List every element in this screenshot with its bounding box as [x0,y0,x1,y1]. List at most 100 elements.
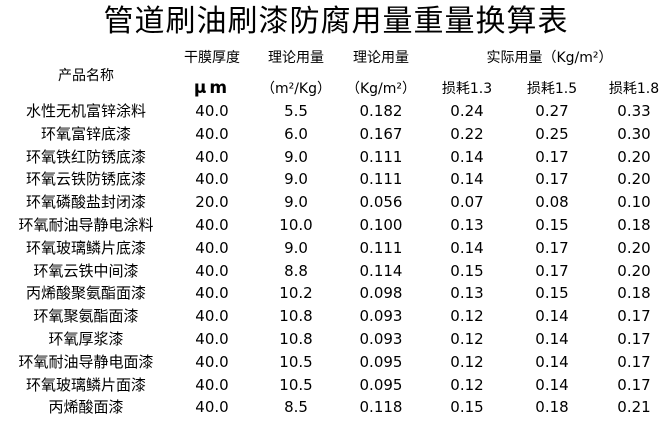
cell-loss-1-8: 0.30 [617,124,651,143]
cell-loss-1-3: 0.13 [450,284,484,303]
cell-theoretical-weight: 0.111 [359,170,403,189]
table-row: 环氧厚浆漆 40.0 10.8 0.093 0.12 0.14 0.17 [0,328,672,351]
cell-loss-1-3: 0.12 [450,375,484,394]
table-row: 环氧耐油导静电涂料 40.0 10.0 0.100 0.13 0.15 0.18 [0,214,672,237]
cell-loss-1-5: 0.17 [535,261,569,280]
cell-loss-1-5: 0.17 [535,238,569,257]
cell-product-name: 环氧耐油导静电涂料 [18,215,154,234]
cell-theoretical-area: 10.0 [279,215,313,234]
header-dry-film-unit: μm [193,78,231,98]
cell-product-name: 环氧富锌底漆 [40,124,131,143]
cell-loss-1-3: 0.14 [450,170,484,189]
table-row: 环氧玻璃鳞片面漆 40.0 10.5 0.095 0.12 0.14 0.17 [0,374,672,397]
cell-loss-1-8: 0.10 [617,193,651,212]
cell-theoretical-area: 10.8 [279,307,313,326]
cell-theoretical-weight: 0.093 [359,329,403,348]
header-actual-usage: 实际用量（Kg/m²） [486,50,613,66]
table-row: 环氧云铁中间漆 40.0 8.8 0.114 0.15 0.17 0.20 [0,260,672,283]
cell-loss-1-3: 0.22 [450,124,484,143]
cell-theoretical-area: 9.0 [284,238,308,257]
cell-theoretical-area: 9.0 [284,193,308,212]
table-row: 丙烯酸面漆 40.0 8.5 0.118 0.15 0.18 0.21 [0,396,672,419]
cell-thickness: 40.0 [195,238,229,257]
cell-loss-1-5: 0.18 [535,398,569,417]
cell-loss-1-8: 0.20 [617,238,651,257]
header-theoretical-area: 理论用量 [268,50,324,66]
cell-product-name: 环氧云铁防锈底漆 [25,170,146,189]
table-row: 环氧富锌底漆 40.0 6.0 0.167 0.22 0.25 0.30 [0,123,672,146]
cell-thickness: 40.0 [195,329,229,348]
table-row: 环氧云铁防锈底漆 40.0 9.0 0.111 0.14 0.17 0.20 [0,168,672,191]
cell-product-name: 环氧磷酸盐封闭漆 [25,193,146,212]
cell-theoretical-area: 9.0 [284,147,308,166]
cell-theoretical-weight: 0.093 [359,307,403,326]
cell-loss-1-5: 0.17 [535,147,569,166]
cell-product-name: 环氧厚浆漆 [48,329,124,348]
cell-theoretical-area: 10.8 [279,329,313,348]
table-row: 环氧聚氨酯面漆 40.0 10.8 0.093 0.12 0.14 0.17 [0,305,672,328]
header-theoretical-area-unit: （m²/Kg） [260,81,332,97]
header-loss-1-3: 损耗1.3 [441,81,493,97]
cell-thickness: 40.0 [195,307,229,326]
cell-thickness: 40.0 [195,398,229,417]
table-row: 环氧磷酸盐封闭漆 20.0 9.0 0.056 0.07 0.08 0.10 [0,191,672,214]
cell-theoretical-area: 9.0 [284,170,308,189]
header-product-name: 产品名称 [58,68,114,84]
cell-loss-1-3: 0.14 [450,238,484,257]
cell-theoretical-weight: 0.167 [359,124,403,143]
cell-thickness: 40.0 [195,375,229,394]
cell-theoretical-area: 10.5 [279,352,313,371]
cell-loss-1-8: 0.18 [617,284,651,303]
cell-loss-1-8: 0.17 [617,329,651,348]
cell-loss-1-8: 0.17 [617,375,651,394]
cell-theoretical-weight: 0.098 [359,284,403,303]
cell-loss-1-3: 0.12 [450,352,484,371]
cell-loss-1-5: 0.25 [535,124,569,143]
cell-thickness: 40.0 [195,284,229,303]
cell-product-name: 水性无机富锌涂料 [25,102,146,120]
header-loss-1-8: 损耗1.8 [608,81,660,97]
cell-loss-1-5: 0.08 [535,193,569,212]
cell-loss-1-8: 0.18 [617,215,651,234]
cell-thickness: 40.0 [195,124,229,143]
cell-thickness: 40.0 [195,147,229,166]
cell-loss-1-5: 0.14 [535,352,569,371]
cell-theoretical-area: 10.5 [279,375,313,394]
table-row: 丙烯酸聚氨酯面漆 40.0 10.2 0.098 0.13 0.15 0.18 [0,282,672,305]
cell-loss-1-3: 0.15 [450,261,484,280]
cell-thickness: 40.0 [195,352,229,371]
cell-theoretical-area: 10.2 [279,284,313,303]
cell-loss-1-8: 0.21 [617,398,651,417]
cell-loss-1-5: 0.14 [535,329,569,348]
cell-product-name: 环氧铁红防锈底漆 [25,147,146,166]
cell-loss-1-8: 0.20 [617,170,651,189]
page-title: 管道刷油刷漆防腐用量重量换算表 [103,4,569,39]
cell-loss-1-5: 0.14 [535,375,569,394]
cell-theoretical-weight: 0.114 [359,261,403,280]
cell-product-name: 丙烯酸聚氨酯面漆 [25,284,146,303]
cell-loss-1-5: 0.15 [535,284,569,303]
cell-loss-1-3: 0.15 [450,398,484,417]
cell-loss-1-3: 0.13 [450,215,484,234]
cell-product-name: 环氧玻璃鳞片面漆 [25,375,146,394]
table-row: 水性无机富锌涂料 40.0 5.5 0.182 0.24 0.27 0.33 [0,100,672,123]
cell-theoretical-weight: 0.100 [359,215,403,234]
cell-theoretical-area: 5.5 [284,102,308,120]
header-theoretical-weight: 理论用量 [353,50,409,66]
cell-product-name: 环氧耐油导静电面漆 [18,352,154,371]
cell-loss-1-8: 0.20 [617,147,651,166]
cell-loss-1-8: 0.17 [617,352,651,371]
cell-theoretical-weight: 0.111 [359,147,403,166]
cell-loss-1-8: 0.20 [617,261,651,280]
cell-product-name: 环氧聚氨酯面漆 [33,307,139,326]
header-dry-film: 干膜厚度 [184,50,240,66]
cell-loss-1-3: 0.14 [450,147,484,166]
cell-thickness: 40.0 [195,170,229,189]
cell-loss-1-5: 0.27 [535,102,569,120]
cell-theoretical-area: 8.5 [284,398,308,417]
cell-loss-1-5: 0.15 [535,215,569,234]
table-body: 水性无机富锌涂料 40.0 5.5 0.182 0.24 0.27 0.33 环… [0,100,672,419]
cell-product-name: 环氧玻璃鳞片底漆 [25,238,146,257]
cell-theoretical-weight: 0.095 [359,352,403,371]
